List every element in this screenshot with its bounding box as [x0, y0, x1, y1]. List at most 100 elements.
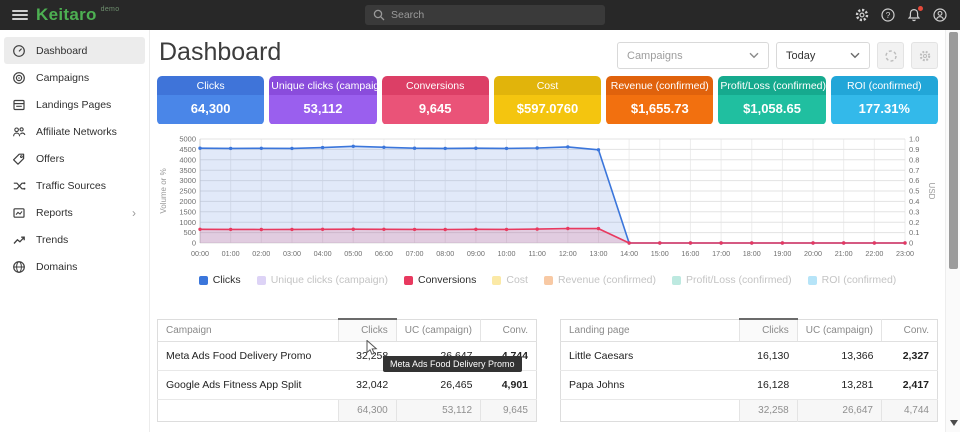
sidebar-item-affiliate-networks[interactable]: Affiliate Networks	[4, 118, 145, 145]
legend-label: ROI (confirmed)	[821, 274, 897, 286]
summary-tables: Campaign Clicks UC (campaign) Conv. Meta Ads…	[157, 318, 938, 422]
svg-text:0.1: 0.1	[909, 228, 919, 237]
col-header-conv[interactable]: Conv.	[881, 319, 938, 342]
legend-item-revenue-confirmed[interactable]: Revenue (confirmed)	[543, 274, 656, 286]
legend-swatch	[198, 275, 208, 285]
legend-item-cost[interactable]: Cost	[492, 274, 528, 286]
table-row[interactable]: Google Ads Fitness App Split 32,042 26,465…	[157, 370, 537, 400]
col-header-conv[interactable]: Conv.	[480, 319, 537, 342]
row-name[interactable]: Little Caesars	[560, 341, 740, 371]
stat-card-value: 53,112	[269, 95, 377, 124]
svg-text:04:00: 04:00	[314, 249, 332, 258]
search-placeholder: Search	[391, 9, 425, 21]
sidebar-item-offers[interactable]: Offers	[4, 145, 145, 172]
svg-text:1500: 1500	[179, 207, 196, 216]
account-icon[interactable]	[932, 7, 948, 23]
legend-item-roi-confirmed[interactable]: ROI (confirmed)	[807, 274, 897, 286]
totals-value: 53,112	[395, 399, 481, 422]
row-value: 4,901	[480, 370, 537, 400]
date-range-value: Today	[786, 49, 816, 62]
svg-text:10:00: 10:00	[498, 249, 516, 258]
totals-row: 32,258 26,647 4,744	[560, 399, 938, 422]
legend-swatch	[492, 275, 502, 285]
menu-icon[interactable]	[12, 8, 28, 22]
legend-swatch	[672, 275, 681, 285]
col-header-landing-page[interactable]: Landing page	[560, 319, 740, 342]
stat-card-clicks: Clicks 64,300	[157, 76, 265, 125]
totals-value: 64,300	[337, 399, 397, 422]
sidebar-item-trends[interactable]: Trends	[4, 226, 145, 253]
svg-text:5000: 5000	[179, 135, 196, 144]
search-input[interactable]: Search	[365, 5, 605, 25]
stat-card-label: Profit/Loss (confirmed)	[718, 76, 826, 95]
row-value: 13,366	[797, 341, 882, 371]
legend-label: Unique clicks (campaign)	[270, 274, 388, 286]
scrollbar-thumb[interactable]	[949, 32, 958, 269]
svg-text:Volume or %: Volume or %	[159, 168, 168, 213]
svg-text:3500: 3500	[179, 166, 196, 175]
sidebar-item-domains[interactable]: Domains	[4, 253, 145, 280]
stat-card-value: 64,300	[157, 95, 265, 124]
sidebar-item-label: Domains	[36, 260, 78, 273]
svg-text:0: 0	[192, 239, 196, 248]
col-header-uc-campaign[interactable]: UC (campaign)	[796, 319, 882, 342]
legend-item-unique-clicks-campaign[interactable]: Unique clicks (campaign)	[256, 274, 388, 286]
dashboard-settings-button[interactable]	[911, 42, 938, 69]
col-header-campaign[interactable]: Campaign	[157, 319, 339, 342]
svg-text:02:00: 02:00	[252, 249, 270, 258]
topbar: Keitaro demo Search ?	[0, 0, 960, 30]
help-icon[interactable]: ?	[880, 7, 896, 23]
main-content: Dashboard Campaigns Today Clicks 64,300 Un…	[150, 30, 945, 432]
legend-label: Profit/Loss (confirmed)	[686, 274, 792, 286]
stat-card-profit-loss-confirmed: Profit/Loss (confirmed) $1,058.65	[718, 76, 826, 125]
sidebar-item-reports[interactable]: Reports ›	[4, 199, 145, 226]
date-range-select[interactable]: Today	[776, 42, 870, 69]
stat-card-label: Conversions	[381, 76, 489, 95]
row-value: 2,417	[881, 370, 938, 400]
stat-card-value: 9,645	[381, 95, 489, 124]
chevron-right-icon: ›	[132, 205, 136, 220]
sidebar-item-label: Traffic Sources	[36, 179, 107, 192]
col-header-clicks[interactable]: Clicks	[738, 318, 798, 342]
row-value: 32,042	[338, 370, 397, 400]
legend-item-clicks[interactable]: Clicks	[198, 274, 241, 286]
legend-item-profit-loss-confirmed[interactable]: Profit/Loss (confirmed)	[672, 274, 792, 286]
app-logo[interactable]: Keitaro demo	[36, 5, 119, 25]
sidebar-item-dashboard[interactable]: Dashboard	[4, 37, 145, 64]
hover-tooltip: Meta Ads Food Delivery Promo	[383, 356, 522, 372]
svg-text:4500: 4500	[179, 145, 196, 154]
svg-text:05:00: 05:00	[344, 249, 362, 258]
scroll-down-arrow[interactable]	[950, 420, 958, 426]
topbar-actions: ?	[854, 0, 948, 30]
page-scrollbar[interactable]	[945, 30, 960, 432]
row-name[interactable]: Papa Johns	[560, 370, 740, 400]
totals-value: 26,647	[796, 399, 882, 422]
svg-text:1000: 1000	[179, 218, 196, 227]
settings-gear-icon[interactable]	[854, 7, 870, 23]
notifications-bell-icon[interactable]	[906, 6, 923, 23]
stat-card-unique-clicks-campaign: Unique clicks (campaign)53,112	[269, 76, 377, 125]
sidebar-item-campaigns[interactable]: Campaigns	[4, 64, 145, 91]
table-row[interactable]: Papa Johns 16,128 13,281 2,417	[560, 370, 938, 400]
col-header-clicks[interactable]: Clicks	[337, 318, 397, 342]
stat-card-value: 177.31%	[830, 95, 938, 124]
sidebar-item-label: Reports	[36, 206, 73, 219]
table-row[interactable]: Little Caesars 16,130 13,366 2,327	[560, 341, 938, 371]
row-value: 13,281	[797, 370, 882, 400]
col-header-uc-campaign[interactable]: UC (campaign)	[395, 319, 481, 342]
landing-pages-table: Landing page Clicks UC (campaign) Conv. Litt…	[560, 318, 938, 422]
legend-item-conversions[interactable]: Conversions	[403, 274, 476, 286]
legend-label: Cost	[506, 274, 528, 286]
campaign-filter-select[interactable]: Campaigns	[617, 42, 769, 69]
sidebar-item-label: Affiliate Networks	[36, 125, 117, 138]
stat-card-conversions: Conversions 9,645	[381, 76, 489, 125]
sidebar-item-landings-pages[interactable]: Landings Pages	[4, 91, 145, 118]
stat-card-revenue-confirmed: Revenue (confirmed) $1,655.73	[606, 76, 714, 125]
refresh-button[interactable]	[877, 42, 904, 69]
sidebar-item-traffic-sources[interactable]: Traffic Sources	[4, 172, 145, 199]
row-name[interactable]: Google Ads Fitness App Split	[157, 370, 339, 400]
legend-label: Clicks	[212, 274, 241, 286]
row-name[interactable]: Meta Ads Food Delivery Promo	[157, 341, 339, 371]
people-icon	[13, 126, 26, 136]
svg-text:03:00: 03:00	[283, 249, 301, 258]
